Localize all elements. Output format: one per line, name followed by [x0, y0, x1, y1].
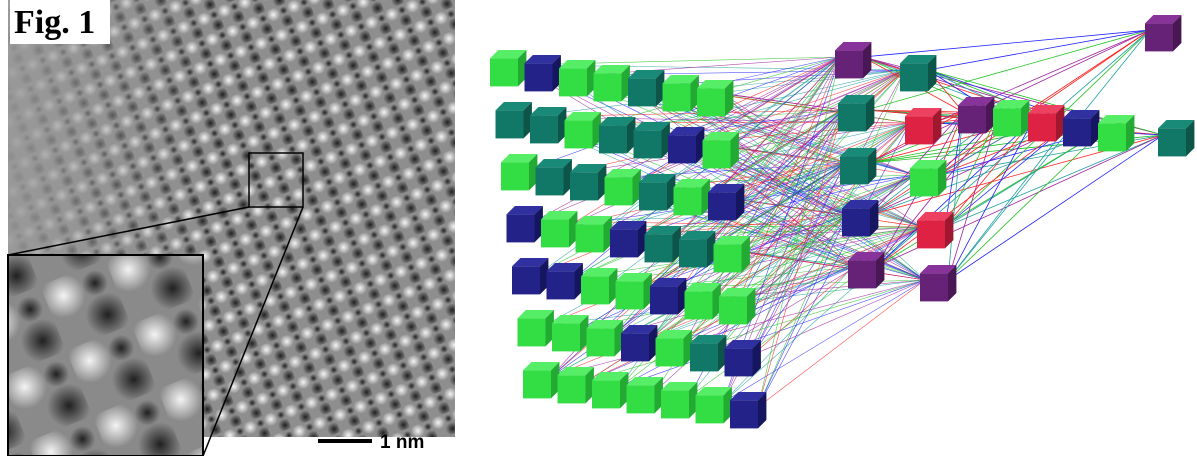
connection [876, 125, 1068, 267]
cube-front [592, 380, 620, 408]
zoom-inset [8, 255, 203, 456]
connection [928, 30, 1150, 70]
cube-front [1028, 113, 1056, 141]
cube-front [621, 333, 649, 361]
cube-front [639, 182, 667, 210]
cube-front [848, 260, 876, 288]
cube-front [558, 375, 586, 403]
cube-front [587, 328, 615, 356]
cube-front [905, 116, 933, 144]
cube-front [725, 348, 753, 376]
network-diagram [490, 15, 1194, 428]
cube-front [835, 50, 863, 78]
cube-front [697, 88, 725, 116]
cube-front [730, 400, 758, 428]
cube-front [679, 239, 707, 267]
figure: Fig. 1 1 nm [0, 0, 1197, 456]
cube-front [656, 338, 684, 366]
cube-front [610, 229, 638, 257]
cube-front [840, 156, 868, 184]
cube-front [900, 63, 928, 91]
cube-front [993, 108, 1021, 136]
cube-front [668, 135, 696, 163]
cube-front [958, 105, 986, 133]
cube-front [501, 162, 529, 190]
figure-canvas: Fig. 1 1 nm [0, 0, 1197, 456]
cube-front [525, 63, 553, 91]
scale-bar-label: 1 nm [380, 432, 424, 453]
cube-front [1158, 128, 1186, 156]
cube-front [512, 266, 540, 294]
cube-front [1098, 123, 1126, 151]
cube-front [576, 224, 604, 252]
cube-front [714, 244, 742, 272]
cube-front [530, 115, 558, 143]
cube-front [570, 172, 598, 200]
connection [948, 135, 1163, 280]
cube-front [616, 281, 644, 309]
cube-front [565, 120, 593, 148]
cube-front [507, 214, 535, 242]
cube-front [523, 370, 551, 398]
cube-front [690, 343, 718, 371]
cube-front [920, 273, 948, 301]
cube-front [547, 271, 575, 299]
connection [863, 30, 1150, 57]
cube-front [1145, 23, 1173, 51]
cube-front [628, 78, 656, 106]
cube-front [559, 68, 587, 96]
cube-front [696, 395, 724, 423]
cube-front [703, 140, 731, 168]
cube-front [650, 286, 678, 314]
cube-front [674, 187, 702, 215]
figure-label: Fig. 1 [14, 4, 95, 41]
cube-front [663, 83, 691, 111]
cube-front [910, 168, 938, 196]
cube-front [490, 58, 518, 86]
cube-front [518, 318, 546, 346]
cube-front [605, 177, 633, 205]
cube-front [1063, 118, 1091, 146]
cube-front [581, 276, 609, 304]
cube-front [708, 192, 736, 220]
cube-front [842, 208, 870, 236]
cube-front [536, 167, 564, 195]
cube-front [685, 291, 713, 319]
cube-front [645, 234, 673, 262]
cube-front [917, 220, 945, 248]
cube-front [634, 130, 662, 158]
cube-front [719, 296, 747, 324]
cube-front [496, 110, 524, 138]
cube-front [627, 385, 655, 413]
cube-front [552, 323, 580, 351]
cube-front [599, 125, 627, 153]
cube-front [661, 390, 689, 418]
cube-front [838, 103, 866, 131]
cube-front [594, 73, 622, 101]
cube-front [541, 219, 569, 247]
connection [753, 280, 926, 355]
